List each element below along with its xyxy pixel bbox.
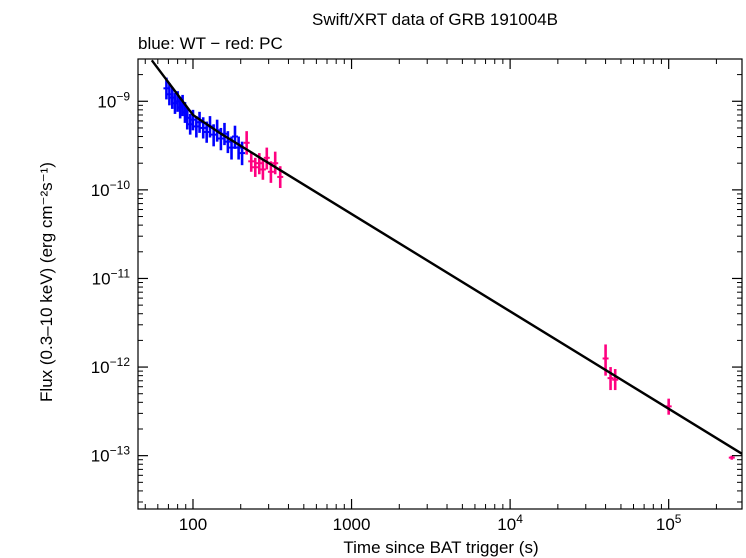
x-axis-label: Time since BAT trigger (s): [343, 538, 538, 557]
data-point: [217, 127, 224, 151]
plot-frame: [137, 58, 743, 510]
chart-subtitle: blue: WT − red: PC: [138, 34, 283, 53]
model-fit-line: [150, 59, 742, 455]
data-point: [248, 151, 255, 172]
data-point: [263, 147, 270, 170]
x-tick-label: 1000: [333, 515, 371, 534]
y-tick-label: 10−13: [91, 444, 131, 466]
y-tick-label: 10−10: [91, 178, 131, 200]
y-tick-label: 10−11: [92, 266, 131, 288]
data-point: [272, 151, 279, 175]
plot-area: [150, 59, 742, 460]
x-tick-label: 104: [497, 512, 523, 534]
data-point: [252, 157, 259, 177]
chart-title: Swift/XRT data of GRB 191004B: [312, 10, 558, 29]
data-point: [224, 131, 231, 154]
data-point: [728, 455, 735, 460]
data-point: [259, 159, 266, 180]
data-point: [196, 111, 203, 133]
data-point: [235, 136, 242, 160]
data-point: [607, 367, 614, 391]
y-tick-label: 10−9: [97, 89, 130, 111]
y-axis-label: Flux (0.3–10 keV) (erg cm⁻²s⁻¹): [37, 162, 56, 402]
x-tick-label: 105: [656, 512, 682, 534]
data-point: [612, 369, 619, 391]
y-tick-label: 10−12: [91, 355, 131, 377]
x-tick-label: 100: [179, 515, 207, 534]
data-point: [231, 125, 238, 149]
